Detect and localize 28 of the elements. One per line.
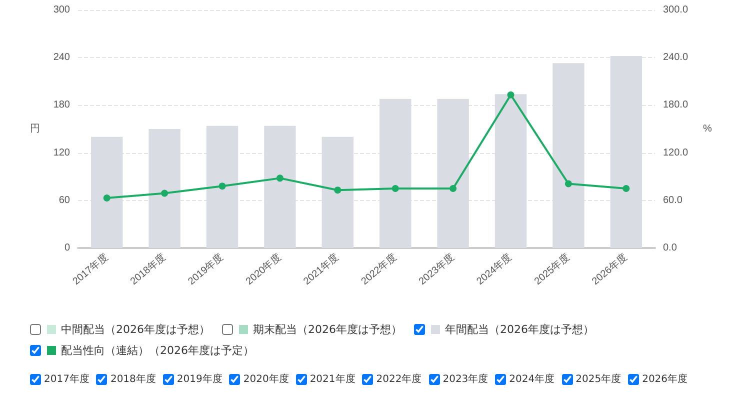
category-label: 2025年度 xyxy=(576,374,622,385)
category-label: 2026年度 xyxy=(642,374,688,385)
y2-tick-label: 60.0 xyxy=(663,194,683,206)
y-axis-title: 円 xyxy=(30,124,40,134)
y2-tick-label: 240.0 xyxy=(663,52,688,64)
y-tick-label: 240 xyxy=(53,52,70,64)
y2-tick-label: 0.0 xyxy=(663,242,678,254)
legend-label: 中間配当（2026年度は予想） xyxy=(61,322,210,337)
y-tick-label: 0 xyxy=(64,242,70,254)
y-tick-label: 120 xyxy=(53,147,70,158)
y2-tick-label: 180.0 xyxy=(663,100,688,111)
category-label: 2021年度 xyxy=(310,374,356,385)
category-label: 2024年度 xyxy=(509,374,555,385)
category-label: 2017年度 xyxy=(44,374,90,385)
category-label: 2018年度 xyxy=(110,374,156,385)
y2-axis-title: % xyxy=(703,124,712,134)
legend-label: 年間配当（2026年度は予想） xyxy=(445,322,594,337)
category-label: 2022年度 xyxy=(376,374,422,385)
category-label: 2023年度 xyxy=(442,374,488,385)
y-tick-label: 180 xyxy=(53,100,70,111)
legend-label: 期末配当（2026年度は予想） xyxy=(253,322,402,337)
category-label: 2019年度 xyxy=(176,374,222,385)
y2-tick-label: 300.0 xyxy=(663,4,688,16)
y-tick-label: 300 xyxy=(53,4,70,16)
category-label: 2020年度 xyxy=(243,374,289,385)
y-tick-label: 60 xyxy=(58,194,70,206)
y2-tick-label: 120.0 xyxy=(663,147,688,158)
legend-label: 配当性向（連結）（2026年度は予定） xyxy=(61,343,254,358)
